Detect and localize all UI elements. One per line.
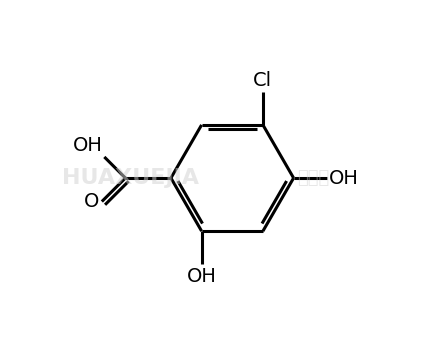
Text: O: O bbox=[84, 192, 99, 211]
Text: OH: OH bbox=[187, 267, 216, 286]
Text: OH: OH bbox=[73, 136, 103, 155]
Text: HUAXUEJIA: HUAXUEJIA bbox=[62, 168, 199, 188]
Text: Cl: Cl bbox=[253, 71, 272, 90]
Text: 化学加: 化学加 bbox=[297, 169, 330, 187]
Text: OH: OH bbox=[329, 168, 359, 188]
